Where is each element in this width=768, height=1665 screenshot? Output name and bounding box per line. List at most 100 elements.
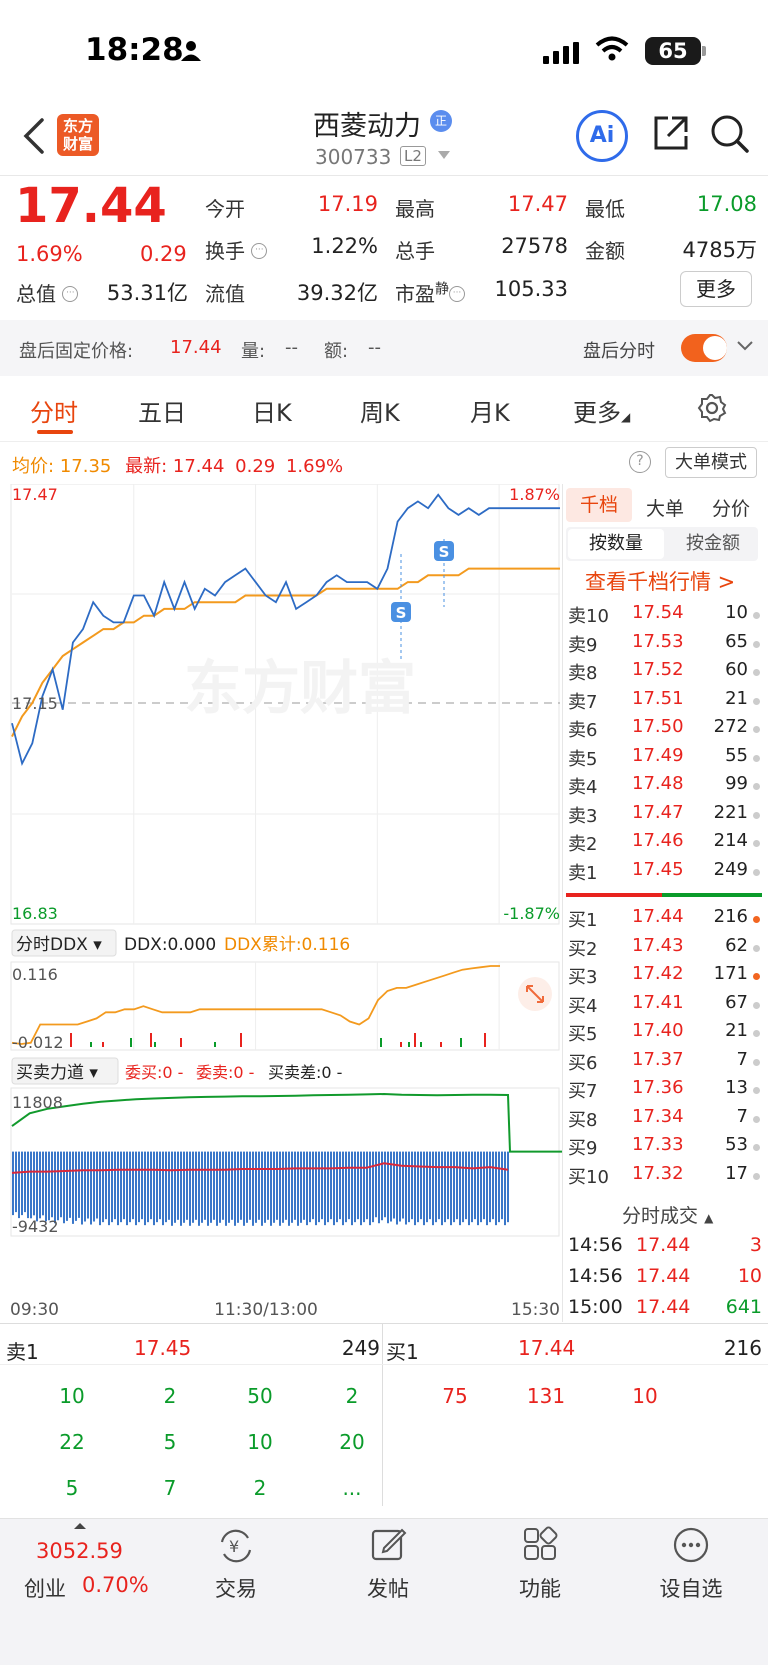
ddx-bar (380, 1038, 382, 1047)
chevron-down-icon[interactable] (736, 340, 754, 352)
info-icon[interactable]: ··· (251, 243, 268, 259)
bid-row[interactable]: 买3 17.42 171 (566, 963, 762, 991)
tab-orderbook-depth[interactable]: 千档 (566, 488, 632, 522)
low-label: 最低 (585, 197, 625, 221)
ask-queue-cell: 10 (59, 1384, 85, 1408)
turnover-label: 换手 ··· (205, 235, 268, 264)
search-icon[interactable] (710, 114, 750, 154)
diff-bar (156, 1151, 158, 1223)
stock-code[interactable]: 300733 (315, 145, 392, 169)
help-icon[interactable]: ? (629, 451, 651, 473)
ddx-value: DDX:0.000 (124, 935, 216, 955)
ask-row[interactable]: 卖7 17.51 21 (566, 688, 762, 716)
level2-badge[interactable]: L2 (400, 146, 426, 166)
functions-icon[interactable] (522, 1526, 558, 1562)
diff-bar (69, 1151, 71, 1218)
index-value[interactable]: 3052.59 (36, 1539, 123, 1563)
volume-label: 总手 (395, 239, 435, 263)
diff-bar (486, 1151, 488, 1226)
diff-bar (99, 1151, 101, 1226)
ask-row[interactable]: 卖8 17.52 60 (566, 659, 762, 687)
tab-monthly-k[interactable]: 月K (470, 399, 510, 427)
subtab-by-amount[interactable]: 按金额 (686, 533, 740, 554)
diff-bar (72, 1151, 74, 1224)
nav-functions[interactable]: 功能 (519, 1577, 561, 1601)
diff-bar (63, 1151, 65, 1224)
trade-icon[interactable]: ¥ (216, 1528, 256, 1564)
level-qty: 249 (713, 858, 748, 880)
bid-row[interactable]: 买4 17.41 67 (566, 992, 762, 1020)
view-depth-link[interactable]: 查看千档行情 > (585, 570, 736, 594)
ask-row[interactable]: 卖9 17.53 65 (566, 631, 762, 659)
bid1-price: 17.44 (518, 1336, 576, 1360)
level-qty: 99 (725, 773, 748, 794)
bid-row[interactable]: 买7 17.36 13 (566, 1077, 762, 1105)
level-qty: 221 (713, 801, 748, 823)
diff-bar (282, 1151, 284, 1223)
ai-button[interactable]: Ai (576, 110, 628, 162)
tab-daily-k[interactable]: 日K (252, 399, 292, 427)
intraday-chart[interactable]: 东方财富 17.47 17.15 16.83 1.87% -1.87% S S 分时DDX ▾ D… (0, 484, 562, 1319)
buy-orders-line (11, 1092, 562, 1153)
info-icon[interactable]: ··· (449, 286, 465, 302)
pe-static-tag: 静 (435, 281, 449, 298)
ask-row[interactable]: 卖1 17.45 249 (566, 859, 762, 887)
diff-bar (333, 1151, 335, 1226)
info-icon[interactable]: ··· (62, 286, 79, 302)
more-dots-icon[interactable] (672, 1526, 710, 1564)
tab-weekly-k[interactable]: 周K (360, 399, 400, 427)
bid-row[interactable]: 买1 17.44 216 (566, 906, 762, 934)
diff-bar (438, 1151, 440, 1220)
latest-change: 0.29 (235, 456, 276, 477)
tab-big-orders[interactable]: 大单 (646, 498, 685, 520)
bid-row[interactable]: 买2 17.43 62 (566, 935, 762, 963)
level-qty: 272 (713, 716, 748, 737)
diff-bar (456, 1151, 458, 1220)
bid-row[interactable]: 买9 17.33 53 (566, 1134, 762, 1162)
share-icon[interactable] (652, 114, 690, 152)
diff-bar (417, 1151, 419, 1223)
diff-bar (387, 1151, 389, 1224)
diff-bar (81, 1151, 83, 1225)
caret-down-icon[interactable] (437, 150, 451, 160)
diff-bar (195, 1151, 197, 1220)
nav-trade[interactable]: 交易 (215, 1577, 257, 1601)
tab-more[interactable]: 更多◢ (573, 399, 631, 427)
caret-up-icon[interactable] (73, 1522, 87, 1530)
bid-queue-cell: 75 (442, 1384, 468, 1408)
index-name[interactable]: 创业 (24, 1577, 66, 1601)
nav-post[interactable]: 发帖 (367, 1577, 409, 1601)
bid-row[interactable]: 买6 17.37 7 (566, 1049, 762, 1077)
diff-bar (234, 1151, 236, 1226)
ask-row[interactable]: 卖2 17.46 214 (566, 830, 762, 858)
tick-trades-header[interactable]: 分时成交 ▲ (622, 1205, 714, 1227)
ask-row[interactable]: 卖4 17.48 99 (566, 773, 762, 801)
bid-row[interactable]: 买5 17.40 21 (566, 1020, 762, 1048)
diff-bar (327, 1151, 329, 1223)
ask-row[interactable]: 卖10 17.54 10 (566, 602, 762, 630)
diff-bar (126, 1151, 128, 1226)
ask-row[interactable]: 卖6 17.50 272 (566, 716, 762, 744)
subtab-by-quantity[interactable]: 按数量 (568, 529, 664, 559)
tab-price-breakdown[interactable]: 分价 (712, 498, 751, 520)
diff-bar (309, 1151, 311, 1223)
status-bar: 18:28 65 (0, 0, 768, 100)
tab-five-day[interactable]: 五日 (138, 399, 186, 427)
diff-bar (12, 1151, 14, 1216)
level-label: 买10 (568, 1166, 609, 1188)
ask-row[interactable]: 卖3 17.47 221 (566, 802, 762, 830)
more-button[interactable]: 更多 (680, 271, 752, 307)
settings-gear-icon[interactable] (697, 393, 727, 423)
post-icon[interactable] (370, 1526, 408, 1564)
tab-intraday[interactable]: 分时 (30, 399, 78, 427)
index-percent[interactable]: 0.70% (82, 1573, 149, 1597)
brand-logo: 东方 财富 (57, 114, 99, 156)
diff-bar (147, 1151, 149, 1223)
bid-row[interactable]: 买10 17.32 17 (566, 1163, 762, 1191)
nav-add-watchlist[interactable]: 设自选 (659, 1577, 723, 1601)
ask-row[interactable]: 卖5 17.49 55 (566, 745, 762, 773)
tab-active-indicator (37, 430, 73, 434)
bid-row[interactable]: 买8 17.34 7 (566, 1106, 762, 1134)
big-order-mode-button[interactable]: 大单模式 (665, 447, 757, 478)
back-icon[interactable] (22, 116, 46, 156)
